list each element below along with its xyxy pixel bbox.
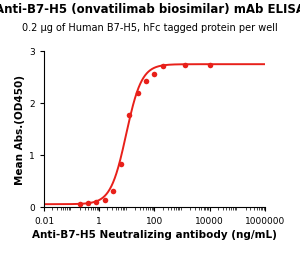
Text: 0.2 µg of Human B7-H5, hFc tagged protein per well: 0.2 µg of Human B7-H5, hFc tagged protei… [22,23,278,33]
X-axis label: Anti-B7-H5 Neutralizing antibody (ng/mL): Anti-B7-H5 Neutralizing antibody (ng/mL) [32,229,277,239]
Text: Anti-B7-H5 (onvatilimab biosimilar) mAb ELISA: Anti-B7-H5 (onvatilimab biosimilar) mAb … [0,3,300,15]
Y-axis label: Mean Abs.(OD450): Mean Abs.(OD450) [15,74,25,184]
